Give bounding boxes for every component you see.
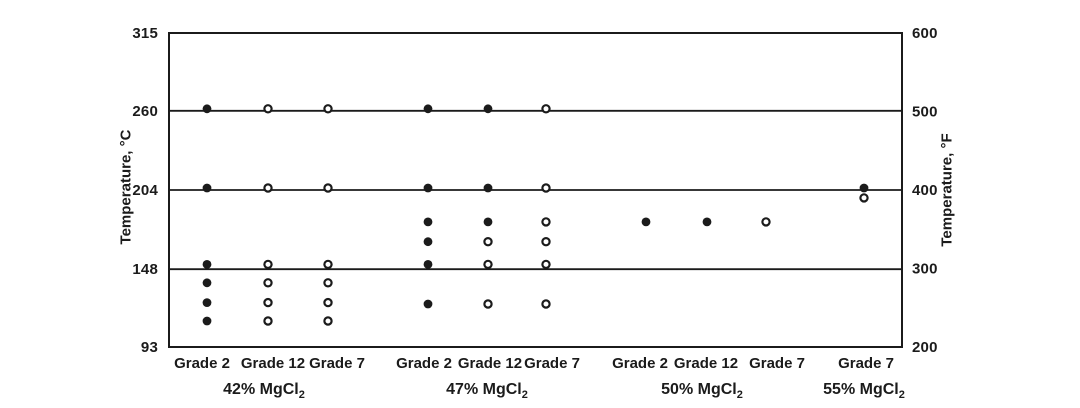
group-50MgCl: Grade 2 Grade 12 Grade 7 50% MgCl2 [612, 217, 805, 401]
data-point-open [323, 104, 333, 114]
data-point-filled [202, 183, 212, 193]
data-point-open [263, 183, 273, 193]
data-point-open [263, 104, 273, 114]
left-tick-93: 93 [141, 339, 158, 356]
data-point-open [541, 299, 551, 309]
data-point-filled [423, 183, 433, 193]
y-axis-label-celsius: Temperature, °C [117, 129, 135, 245]
grade-label: Grade 2 [174, 355, 230, 372]
left-tick-315: 315 [132, 25, 158, 42]
concentration-label: 55% MgCl2 [823, 381, 905, 401]
data-point-filled [202, 298, 212, 307]
data-point-open [541, 236, 551, 247]
grade-label: Grade 2 [612, 355, 668, 372]
data-point-filled [483, 217, 493, 227]
data-point-open [541, 217, 551, 227]
data-point-filled [483, 183, 493, 193]
data-point-open [541, 259, 551, 270]
group-55MgCl: Grade 7 55% MgCl2 [823, 183, 905, 401]
right-tick-500: 500 [912, 104, 938, 121]
grade-label: Grade 12 [674, 355, 738, 372]
data-point-open [263, 297, 273, 308]
grade-label: Grade 2 [396, 355, 452, 372]
grade-label: Grade 7 [838, 355, 894, 372]
data-point-open [263, 316, 273, 326]
y-axis-label-fahrenheit: Temperature, °F [938, 133, 956, 247]
data-point-filled [483, 104, 493, 114]
data-point-open [483, 236, 493, 247]
data-point-filled [423, 299, 433, 309]
grade-label: Grade 7 [309, 355, 365, 372]
right-tick-600: 600 [912, 25, 938, 42]
data-point-filled [423, 104, 433, 114]
right-tick-200: 200 [912, 339, 938, 356]
data-point-open [761, 217, 771, 227]
data-point-open [859, 193, 869, 203]
grade-label: Grade 12 [458, 355, 522, 372]
group-47MgCl: Grade 2 Grade 12 Grade 7 47% MgCl2 [396, 104, 580, 401]
data-point-filled [202, 316, 212, 326]
data-point-open [323, 183, 333, 193]
data-point-open [541, 183, 551, 193]
data-point-open [263, 259, 273, 270]
data-point-open [483, 299, 493, 309]
data-point-filled [423, 217, 433, 227]
data-point-filled [641, 217, 651, 227]
data-point-open [483, 259, 493, 270]
grade-label: Grade 12 [241, 355, 305, 372]
left-tick-204: 204 [132, 182, 158, 199]
plot-border [168, 32, 903, 348]
grade-label: Grade 7 [749, 355, 805, 372]
data-point-open [323, 316, 333, 326]
data-point-filled [202, 104, 212, 114]
data-point-filled [702, 217, 712, 227]
data-point-open [323, 297, 333, 308]
data-point-open [263, 278, 273, 288]
data-point-filled [423, 260, 433, 269]
data-point-filled [202, 278, 212, 288]
data-point-filled [202, 260, 212, 269]
left-tick-148: 148 [132, 261, 158, 278]
data-point-filled [859, 183, 869, 193]
concentration-label: 50% MgCl2 [661, 381, 743, 401]
group-42MgCl: Grade 2 Grade 12 Grade 742% MgCl2 [174, 104, 365, 401]
right-tick-400: 400 [912, 182, 938, 199]
data-point-filled [423, 237, 433, 247]
right-tick-300: 300 [912, 261, 938, 278]
data-point-open [541, 104, 551, 114]
data-point-open [323, 259, 333, 270]
grade-label: Grade 7 [524, 355, 580, 372]
concentration-label: 42% MgCl2 [223, 381, 305, 401]
data-point-open [323, 278, 333, 288]
left-tick-260: 260 [132, 103, 158, 120]
concentration-label: 47% MgCl2 [446, 381, 528, 401]
